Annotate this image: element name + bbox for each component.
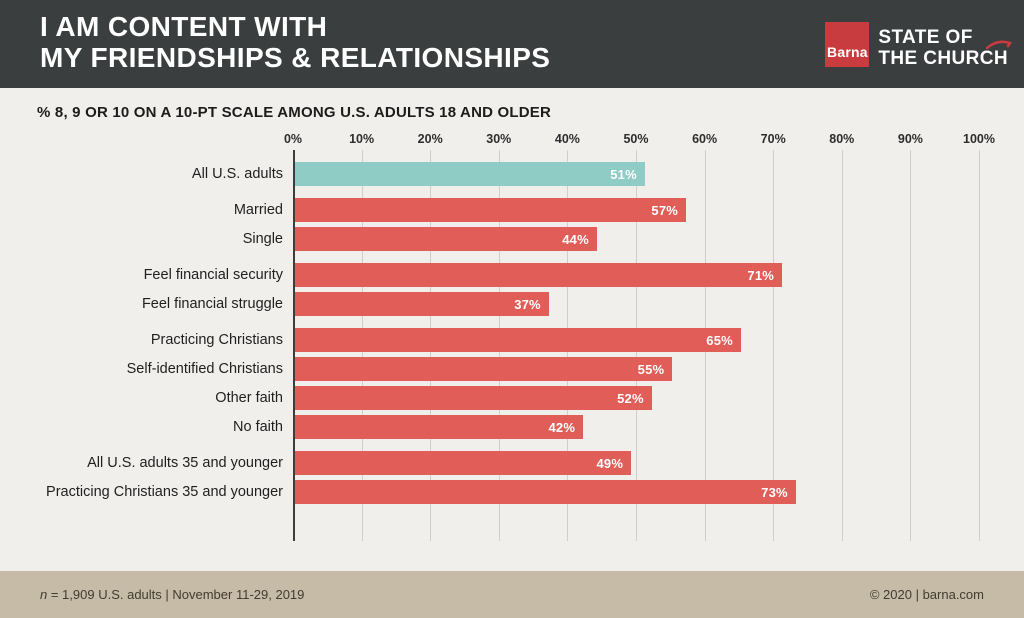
category-label: Other faith <box>215 390 283 406</box>
bar-row: All U.S. adults 35 and younger 49% <box>87 451 979 475</box>
copyright: © 2020 | barna.com <box>869 587 984 602</box>
sample-note-n: n <box>40 587 48 602</box>
bar: 55% <box>295 357 673 381</box>
category-label: All U.S. adults <box>191 166 283 182</box>
bar-group: All U.S. adults 51% <box>192 162 979 186</box>
gridline <box>841 150 843 541</box>
bar-row: Practicing Christians 35 and younger 73% <box>46 480 979 504</box>
x-tick-label: 50% <box>623 132 649 146</box>
chart-section: % 8, 9 OR 10 ON A 10-PT SCALE AMONG U.S.… <box>0 88 1024 571</box>
bar-group: Practicing Christians 65% Self-identified … <box>127 328 979 439</box>
logo-swoosh-icon <box>986 40 1012 50</box>
y-axis-line <box>293 150 295 541</box>
value-label: 71% <box>747 267 775 283</box>
value-label: 52% <box>617 390 644 406</box>
bar: 44% <box>295 227 597 251</box>
bars-container: All U.S. adults 51% Married 57% Single 44% Fee… <box>46 162 979 509</box>
x-tick-label: 30% <box>486 132 512 146</box>
bar: 49% <box>295 451 632 475</box>
bar: 71% <box>295 263 783 287</box>
category-label: All U.S. adults 35 and younger <box>87 455 283 471</box>
x-tick-label: 80% <box>829 132 855 146</box>
wordmark-line2-wrap: THE CHURCH <box>878 40 1012 69</box>
gridline <box>910 150 912 541</box>
bar: 37% <box>295 292 549 316</box>
category-label: Feel financial struggle <box>141 296 283 312</box>
bar-row: Feel financial struggle 37% <box>142 292 979 316</box>
x-tick-label: 70% <box>760 132 786 146</box>
value-label: 42% <box>548 419 576 435</box>
x-tick-label: 20% <box>417 132 443 146</box>
bar-row: All U.S. adults 51% <box>192 162 979 186</box>
header: I AM CONTENT WITH MY FRIENDSHIPS & RELAT… <box>0 0 1024 88</box>
bar-row: No faith 42% <box>233 415 979 439</box>
value-label: 49% <box>596 455 624 471</box>
bar: 52% <box>295 386 652 410</box>
value-label: 55% <box>637 361 665 377</box>
category-label: Practicing Christians <box>150 332 283 348</box>
page-title-line1: I AM CONTENT WITH <box>40 11 328 42</box>
wordmark-line2: THE CHURCH <box>878 48 1008 69</box>
gridline <box>773 150 775 541</box>
bar-row: Feel financial security 71% <box>144 263 979 287</box>
plot-area: 0% 10% 20% 30% 40% 50% 60% 70% 80% 90% 100% All U.S… <box>46 132 995 541</box>
category-label: Feel financial security <box>143 267 283 283</box>
x-tick-label: 60% <box>692 132 718 146</box>
bar-group: Married 57% Single 44% <box>234 198 979 251</box>
bar-row: Married 57% <box>234 198 979 222</box>
x-tick-label: 0% <box>283 132 303 146</box>
bar-group: All U.S. adults 35 and younger 49% Practic… <box>46 451 979 504</box>
bar: 65% <box>295 328 741 352</box>
value-label: 37% <box>514 296 541 312</box>
category-label: No faith <box>233 419 283 435</box>
barna-logo-label: Barna <box>827 44 868 60</box>
page-title-line2: MY FRIENDSHIPS & RELATIONSHIPS <box>40 42 551 73</box>
x-tick-label: 10% <box>349 132 375 146</box>
sample-note: n = 1,909 U.S. adults | November 11-29, … <box>40 587 304 602</box>
x-tick-label: 90% <box>897 132 923 146</box>
bar: 73% <box>295 480 796 504</box>
value-label: 44% <box>562 231 589 247</box>
bar-group: Feel financial security 71% Feel financial… <box>142 263 979 316</box>
value-label: 65% <box>706 332 733 348</box>
bar-row: Self-identified Christians 55% <box>127 357 979 381</box>
category-label: Self-identified Christians <box>126 361 283 377</box>
bar-highlight: 51% <box>295 162 645 186</box>
category-label: Single <box>242 231 283 247</box>
gridline <box>979 150 980 541</box>
chart-subtitle: % 8, 9 OR 10 ON A 10-PT SCALE AMONG U.S.… <box>37 104 552 121</box>
bar: 42% <box>295 415 584 439</box>
x-tick-label: 40% <box>554 132 580 146</box>
footer: n = 1,909 U.S. adults | November 11-29, … <box>0 571 1024 618</box>
category-label: Married <box>233 202 283 218</box>
barna-logo-square: Barna <box>825 22 870 67</box>
value-label: 51% <box>610 166 637 182</box>
wordmark-line1: STATE OF <box>878 27 973 48</box>
bar-row: Practicing Christians 65% <box>151 328 979 352</box>
category-label: Practicing Christians 35 and younger <box>46 484 283 500</box>
barna-logo: Barna STATE OF THE CHURCH <box>825 22 1012 69</box>
value-label: 57% <box>651 202 679 218</box>
bar-row: Single 44% <box>243 227 979 251</box>
value-label: 73% <box>761 484 788 500</box>
bar-row: Other faith 52% <box>215 386 979 410</box>
page-title: I AM CONTENT WITH MY FRIENDSHIPS & RELAT… <box>40 11 550 73</box>
state-of-the-church-wordmark: STATE OF THE CHURCH <box>878 27 1012 69</box>
bar: 57% <box>295 198 687 222</box>
x-tick-label: 100% <box>963 132 995 146</box>
sample-note-text: = 1,909 U.S. adults | November 11-29, 20… <box>47 587 305 602</box>
